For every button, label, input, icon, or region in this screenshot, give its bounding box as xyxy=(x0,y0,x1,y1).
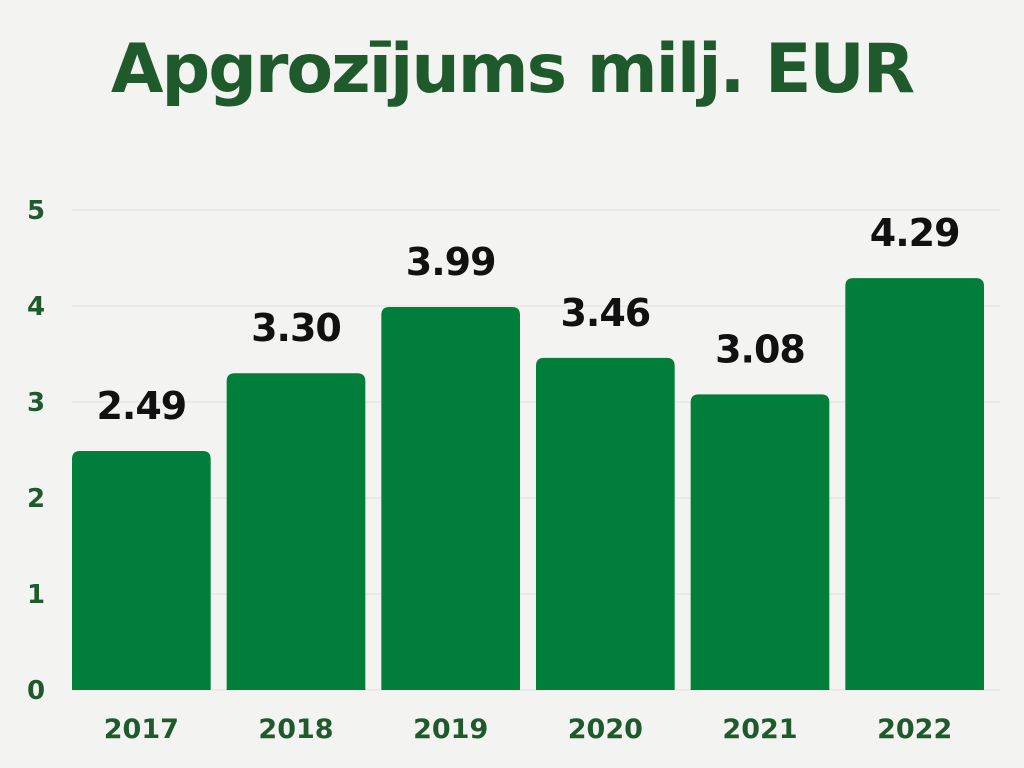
bar-2021 xyxy=(690,394,830,690)
y-axis-ticks: 0 1 2 3 4 5 xyxy=(27,196,45,706)
x-tick-label-2022: 2022 xyxy=(877,714,952,745)
y-tick-label: 0 xyxy=(27,676,45,706)
y-tick-label: 2 xyxy=(27,484,45,514)
bar-2017 xyxy=(72,450,211,690)
chart-title: Apgrozījums milj. EUR xyxy=(110,30,915,109)
bar-2020 xyxy=(536,357,675,690)
x-tick-label-2019: 2019 xyxy=(413,714,488,745)
bar-2022 xyxy=(845,278,984,690)
y-tick-label: 5 xyxy=(27,196,45,226)
x-axis-ticks: 2017 2018 2019 2020 2021 2022 xyxy=(104,714,952,745)
value-label-2021: 3.08 xyxy=(715,327,805,371)
bar-2018 xyxy=(226,373,366,690)
bars xyxy=(72,278,984,690)
value-label-2018: 3.30 xyxy=(251,306,341,350)
bar-2019 xyxy=(381,306,520,690)
x-tick-label-2020: 2020 xyxy=(568,714,643,745)
value-label-2019: 3.99 xyxy=(406,240,496,284)
value-label-2017: 2.49 xyxy=(96,384,186,428)
y-tick-label: 4 xyxy=(27,292,45,322)
x-tick-label-2021: 2021 xyxy=(722,714,797,745)
value-label-2022: 4.29 xyxy=(870,211,960,255)
y-tick-label: 3 xyxy=(27,388,45,418)
value-labels: 2.49 3.30 3.99 3.46 3.08 4.29 xyxy=(96,211,960,428)
x-tick-label-2017: 2017 xyxy=(104,714,179,745)
value-label-2020: 3.46 xyxy=(560,291,650,335)
y-tick-label: 1 xyxy=(27,580,45,610)
x-tick-label-2018: 2018 xyxy=(258,714,333,745)
